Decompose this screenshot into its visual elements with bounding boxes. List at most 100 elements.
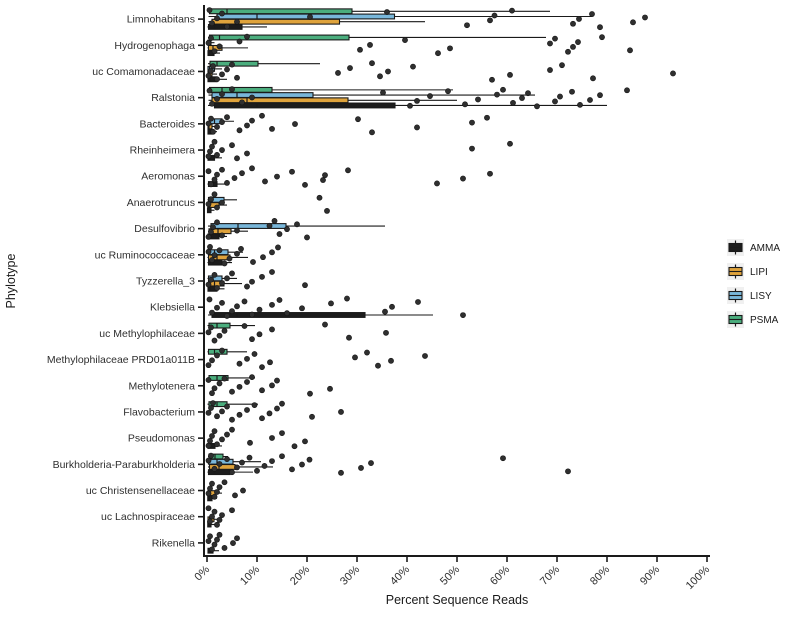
jitter-point [234, 303, 240, 310]
jitter-point [358, 465, 364, 471]
boxplot-PSMA [208, 60, 320, 67]
jitter-point [249, 278, 255, 285]
jitter-point [205, 281, 212, 288]
y-tick-label: uc Ruminococcaceae [95, 249, 196, 261]
jitter-point [324, 207, 330, 214]
jitter-point [224, 23, 230, 30]
jitter-point [259, 112, 265, 119]
jitter-point [211, 541, 218, 548]
y-tick-label: uc Methylophilaceae [99, 328, 195, 340]
jitter-point [251, 351, 258, 357]
jitter-point [382, 308, 388, 315]
legend-label: LISY [750, 291, 772, 302]
jitter-point [205, 329, 212, 336]
jitter-point [234, 227, 240, 234]
jitter-point [269, 326, 275, 333]
y-tick-label: Klebsiella [150, 302, 195, 314]
jitter-point [266, 410, 273, 417]
jitter-point [214, 15, 220, 22]
jitter-point [407, 102, 413, 109]
jitter-point [346, 334, 352, 341]
jitter-point [208, 276, 214, 283]
jitter-point [207, 533, 213, 540]
jitter-point [219, 147, 225, 153]
boxplot-PSMA [208, 86, 453, 93]
jitter-point [208, 196, 214, 203]
jitter-point [205, 72, 212, 79]
jitter-point [307, 14, 313, 20]
legend-label: LIPI [750, 267, 768, 278]
jitter-point [209, 433, 215, 439]
y-axis-title: Phylotype [4, 254, 18, 309]
jitter-point [229, 270, 235, 277]
jitter-point [230, 540, 236, 546]
jitter-point [205, 409, 212, 416]
jitter-point [221, 479, 228, 486]
jitter-point [209, 480, 215, 487]
jitter-point [509, 7, 515, 14]
jitter-point [259, 364, 265, 371]
x-axis-title: Percent Sequence Reads [386, 593, 528, 607]
jitter-point [276, 297, 283, 303]
y-tick-label: Rheinheimera [130, 145, 196, 157]
jitter-point [291, 443, 298, 450]
jitter-point [249, 336, 255, 343]
jitter-point [211, 191, 218, 198]
jitter-point [234, 464, 240, 471]
jitter-point [205, 377, 212, 383]
y-tick-label: uc Comamonadaceae [92, 66, 195, 78]
jitter-point [241, 323, 248, 329]
jitter-point [414, 98, 420, 104]
jitter-point [279, 400, 285, 407]
y-tick-label: Aeromonas [141, 171, 195, 183]
boxplot-PSMA [208, 34, 546, 41]
jitter-point [216, 461, 223, 467]
jitter-point [214, 204, 220, 211]
jitter-point [380, 89, 386, 96]
jitter-point [599, 34, 605, 41]
jitter-point [211, 48, 218, 55]
jitter-point [234, 535, 240, 542]
jitter-point [234, 155, 240, 162]
jitter-point [345, 167, 351, 174]
jitter-point [236, 360, 243, 367]
box [208, 8, 353, 15]
jitter-point [224, 275, 230, 282]
legend: AMMA LIPI LISY PSMA [727, 239, 780, 328]
jitter-point [352, 354, 358, 361]
jitter-point [260, 254, 266, 261]
jitter-point [322, 172, 328, 179]
jitter-point [224, 456, 230, 463]
y-tick-label: Rikenella [152, 537, 195, 549]
legend-swatch [728, 288, 743, 303]
jitter-point [427, 93, 433, 99]
jitter-point [274, 377, 280, 384]
legend-label: AMMA [750, 243, 780, 254]
jitter-point [239, 459, 245, 466]
jitter-point [205, 168, 212, 175]
jitter-point [214, 489, 220, 495]
jitter-point [209, 513, 215, 520]
x-tick-label: 90% [638, 563, 662, 587]
jitter-point [484, 114, 490, 121]
boxplot-AMMA [207, 23, 267, 30]
jitter-point [211, 428, 218, 435]
jitter-point [224, 403, 230, 410]
jitter-point [507, 140, 513, 147]
legend-entry: LIPI [727, 263, 768, 280]
jitter-point [246, 454, 253, 461]
box [208, 86, 273, 93]
jitter-point [221, 260, 228, 267]
jitter-point [294, 221, 300, 228]
jitter-point [208, 35, 214, 41]
jitter-point [244, 407, 250, 413]
jitter-point [208, 68, 214, 74]
jitter-point [367, 42, 373, 48]
jitter-point [284, 226, 290, 233]
legend-swatch [728, 240, 743, 255]
x-tick-label: 0% [192, 563, 212, 583]
jitter-point [335, 70, 341, 76]
jitter-point [221, 375, 228, 382]
box [211, 18, 341, 25]
